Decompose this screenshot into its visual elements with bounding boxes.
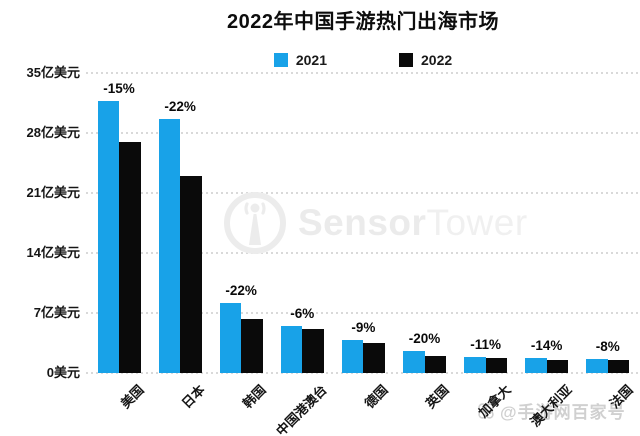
sensortower-watermark: SensorTower <box>222 190 528 256</box>
bar-2021 <box>158 119 181 373</box>
gridline <box>86 312 638 314</box>
y-tick-label: 28亿美元 <box>26 125 80 140</box>
bar-2021 <box>586 359 608 373</box>
change-label: -20% <box>408 330 441 346</box>
source-watermark: @手游网百家号 <box>476 398 626 423</box>
gridline <box>86 132 638 134</box>
y-tick-label: 0美元 <box>46 365 80 380</box>
bar-2021 <box>525 357 547 373</box>
x-tick-label: 美国 <box>117 382 147 412</box>
y-tick-label: 14亿美元 <box>26 245 80 260</box>
legend: 2021 2022 <box>88 52 638 68</box>
legend-label-2022: 2022 <box>421 52 453 68</box>
sensortower-logo-icon <box>224 192 286 254</box>
change-label: -15% <box>103 81 135 97</box>
gridline <box>86 252 638 254</box>
bar-2022 <box>607 360 630 373</box>
bar-2021 <box>341 339 364 373</box>
legend-item-2022: 2022 <box>399 52 452 68</box>
change-label: -22% <box>225 282 257 298</box>
change-label: -6% <box>290 305 315 321</box>
chart-title: 2022年中国手游热门出海市场 <box>227 11 499 33</box>
change-label: -22% <box>164 99 196 115</box>
bar-2022 <box>363 343 385 373</box>
x-tick-label: 日本 <box>178 382 208 412</box>
x-tick-label: 韩国 <box>239 382 269 412</box>
bar-2021 <box>464 356 486 373</box>
x-tick-label: 中国港澳台 <box>273 382 331 436</box>
legend-label-2021: 2021 <box>295 52 327 68</box>
change-label: -14% <box>530 337 563 353</box>
baijiahao-icon <box>478 402 494 419</box>
bar-2022 <box>302 329 324 373</box>
gridline <box>86 72 638 74</box>
legend-swatch-2021-icon <box>273 53 288 67</box>
bar-2022 <box>546 360 569 373</box>
bar-2022 <box>424 355 446 373</box>
x-tick-label: 英国 <box>423 382 453 412</box>
change-label: -8% <box>595 339 620 355</box>
gridline <box>86 372 638 374</box>
bar-2022 <box>241 319 263 373</box>
bar-2021 <box>280 325 303 373</box>
x-tick-label: 德国 <box>362 382 392 412</box>
bar-2021 <box>97 101 119 373</box>
bar-2022 <box>180 175 202 373</box>
legend-item-2021: 2021 <box>273 52 327 68</box>
y-tick-label: 35亿美元 <box>26 65 80 80</box>
bar-2022 <box>485 358 508 373</box>
legend-swatch-2022-icon <box>399 53 413 67</box>
change-label: -9% <box>351 319 376 335</box>
sensortower-wordmark: SensorTower <box>298 202 528 243</box>
y-tick-label: 21亿美元 <box>26 185 80 200</box>
bar-2022 <box>119 141 141 373</box>
y-tick-label: 7亿美元 <box>33 305 80 320</box>
bar-2021 <box>219 302 242 373</box>
bar-2021 <box>403 350 425 373</box>
change-label: -11% <box>470 336 501 352</box>
source-watermark-text: @手游网百家号 <box>500 403 626 422</box>
gridline <box>86 192 638 194</box>
